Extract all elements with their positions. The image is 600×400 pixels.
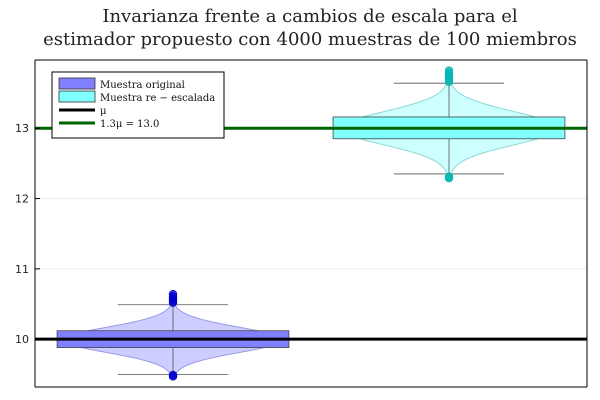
violin-box-series-2 xyxy=(332,66,566,183)
legend-entry-2: Muestra re − escalada xyxy=(58,90,215,104)
legend-label: μ xyxy=(100,106,107,117)
outlier-point xyxy=(168,370,178,380)
chart-title-line-2: estimador propuesto con 4000 muestras de… xyxy=(43,29,577,50)
legend-label: 1.3μ = 13.0 xyxy=(100,119,159,130)
chart-title: Invarianza frente a cambios de escala pa… xyxy=(43,6,577,50)
legend-label: Muestra re − escalada xyxy=(100,93,215,104)
y-tick-label: 10 xyxy=(15,333,29,346)
outlier-point xyxy=(168,289,178,299)
y-tick-label: 11 xyxy=(15,263,29,276)
legend-swatch xyxy=(58,90,96,103)
legend-entry-4: 1.3μ = 13.0 xyxy=(59,119,159,130)
legend-entry-3: μ xyxy=(59,106,107,117)
legend: Muestra original Muestra re − escalada μ 1.… xyxy=(51,71,225,139)
violin-box-series-1 xyxy=(56,289,290,381)
grid-layer xyxy=(35,127,587,340)
legend-entry-1: Muestra original xyxy=(58,77,185,91)
chart-title-line-1: Invarianza frente a cambios de escala pa… xyxy=(102,6,518,27)
outlier-point xyxy=(444,172,454,181)
y-tick-label: 13 xyxy=(15,122,29,135)
outlier-point xyxy=(444,66,454,75)
legend-label: Muestra original xyxy=(100,80,185,91)
reference-lines xyxy=(35,126,587,341)
axes: 10 11 12 13 xyxy=(15,59,588,388)
legend-swatch xyxy=(58,77,96,90)
y-tick-label: 12 xyxy=(15,193,29,206)
